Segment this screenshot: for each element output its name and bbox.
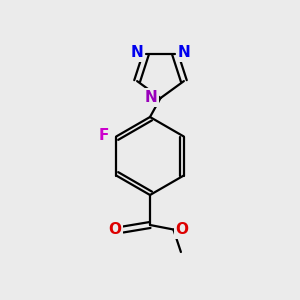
Text: O: O	[108, 222, 121, 237]
Text: N: N	[131, 46, 143, 61]
Text: N: N	[145, 90, 158, 105]
Text: O: O	[175, 222, 188, 237]
Text: N: N	[178, 46, 190, 61]
Text: F: F	[98, 128, 109, 142]
